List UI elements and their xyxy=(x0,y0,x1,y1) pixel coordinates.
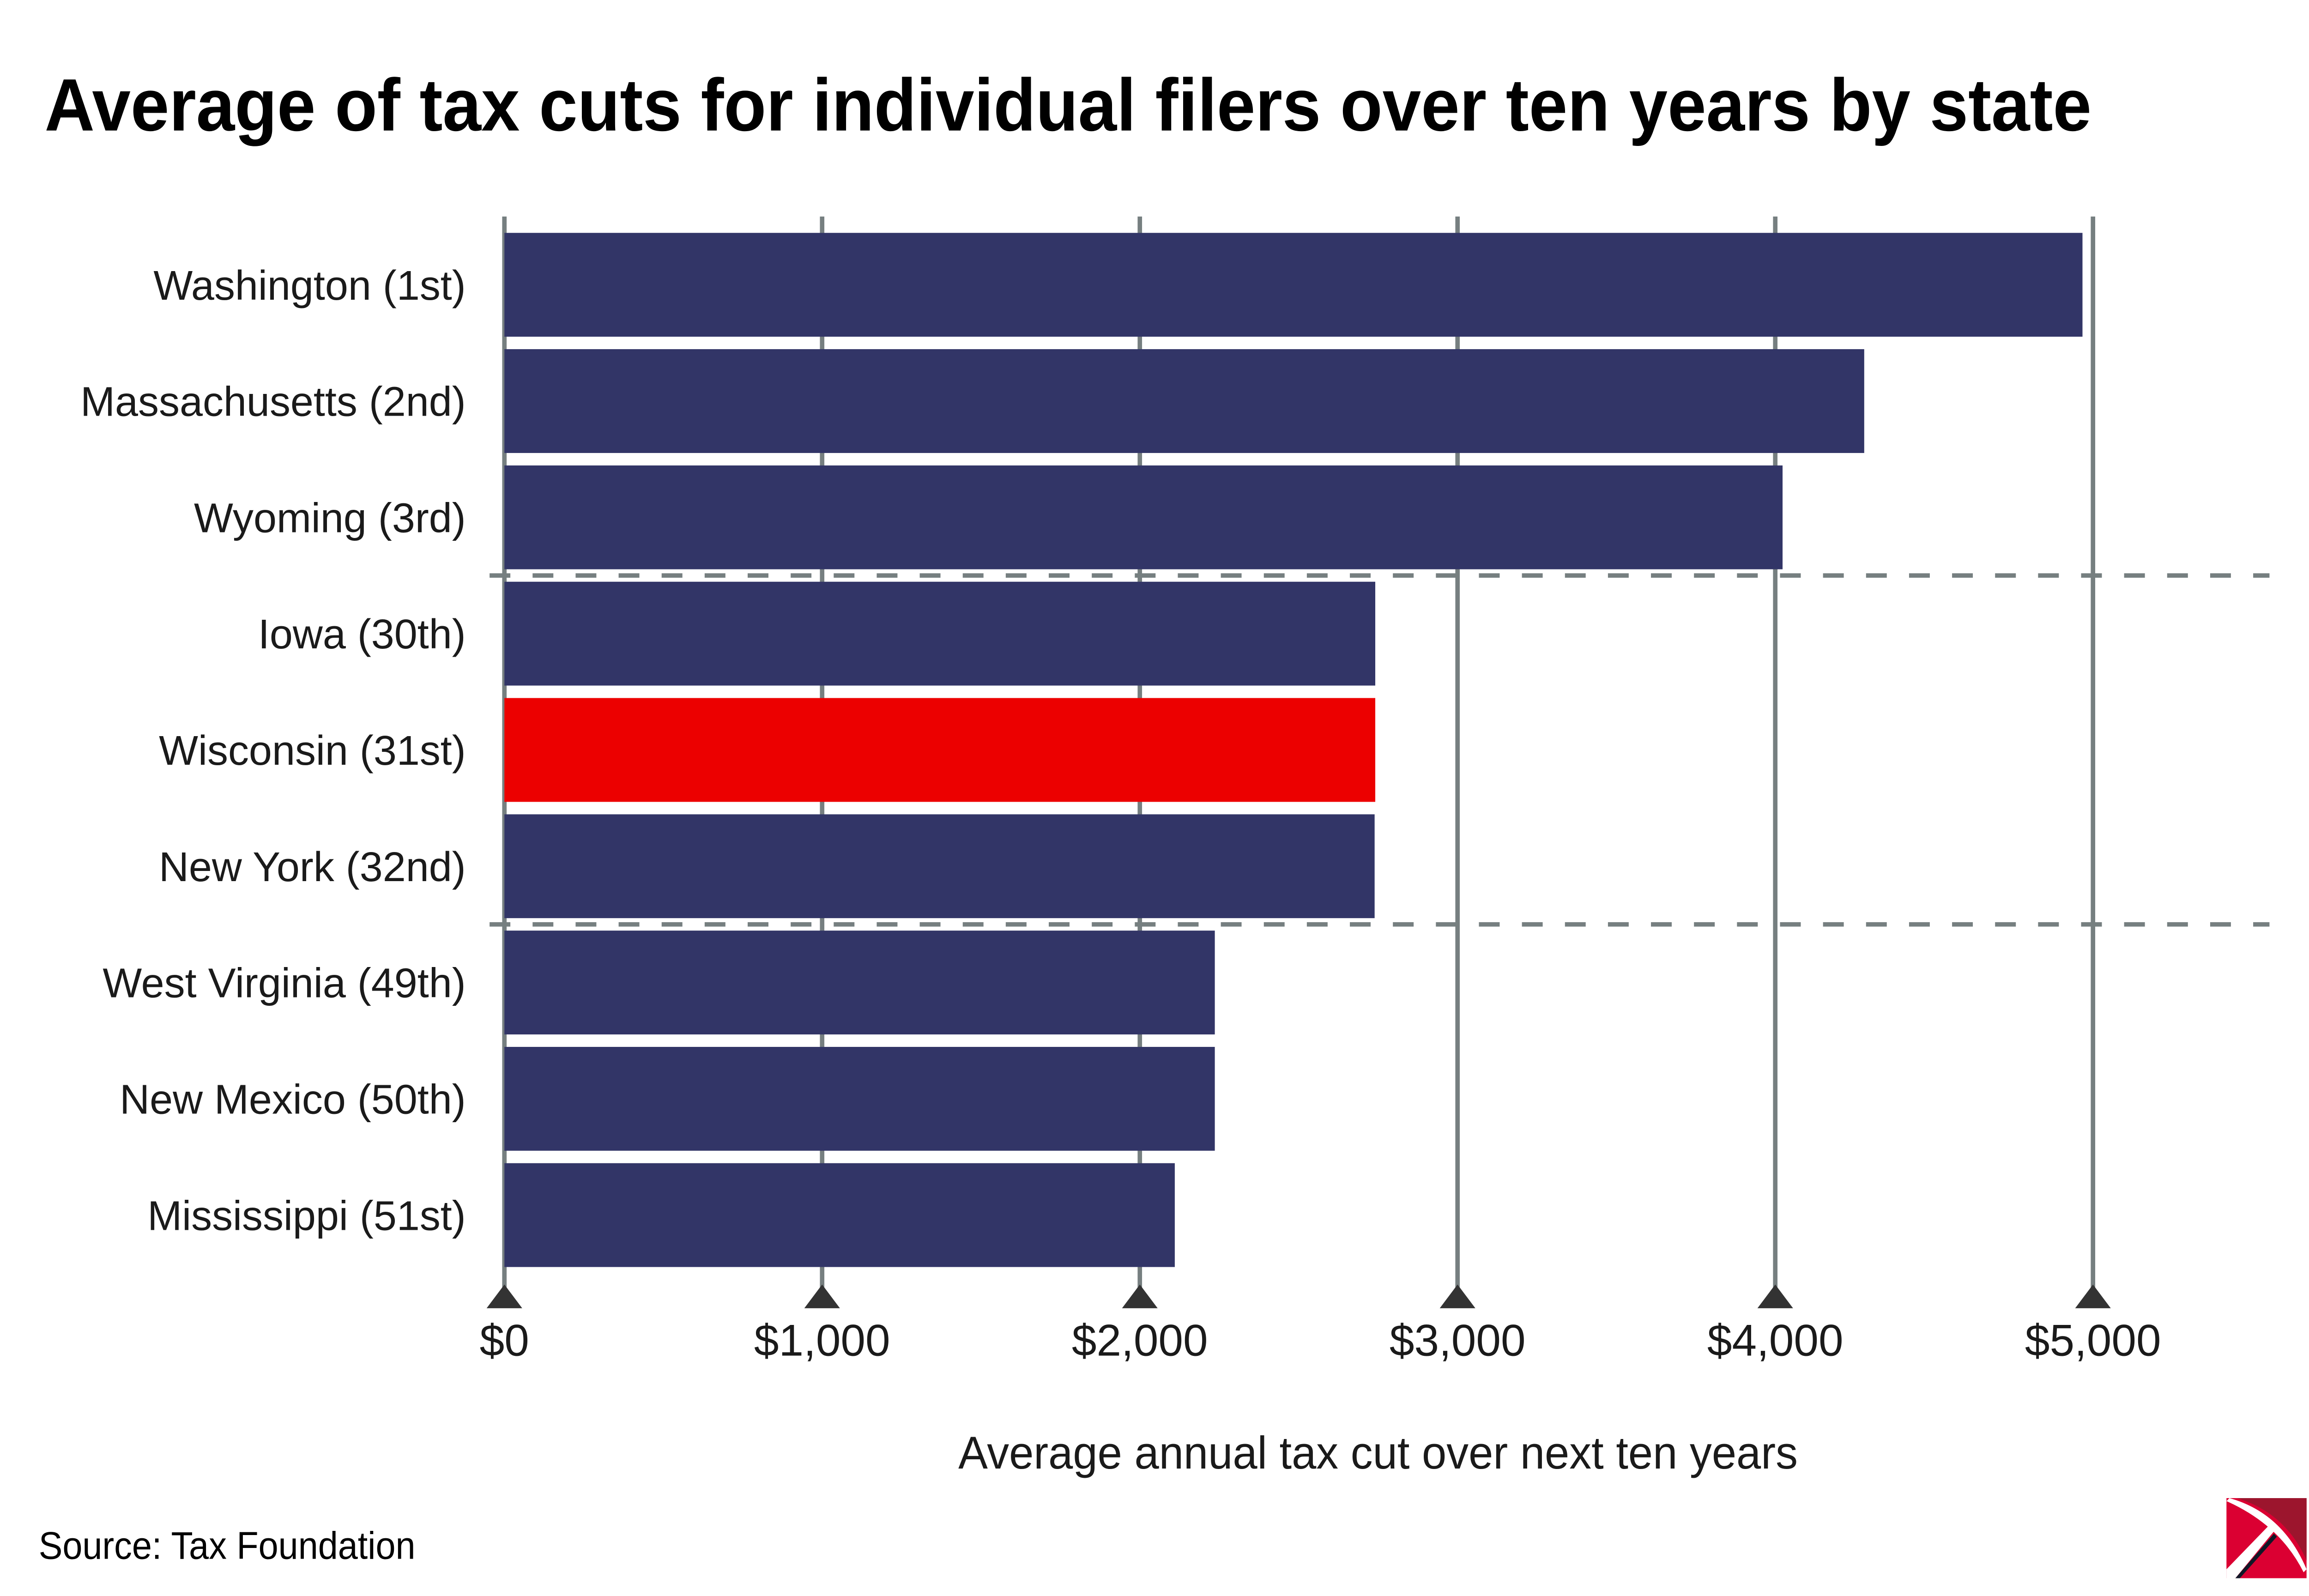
category-label: Washington (1st) xyxy=(153,263,465,309)
x-tick-label: $4,000 xyxy=(1707,1316,1844,1366)
bar xyxy=(504,233,2083,337)
source-note: Source: Tax Foundation xyxy=(39,1524,416,1567)
tick-marker-icon xyxy=(1439,1284,1475,1308)
x-tick-label: $3,000 xyxy=(1390,1316,1526,1366)
bar xyxy=(504,814,1375,919)
bar xyxy=(504,349,1864,453)
tax-foundation-logo xyxy=(2226,1498,2307,1578)
category-label: Iowa (30th) xyxy=(258,611,466,658)
bars xyxy=(504,233,2083,1267)
bar xyxy=(504,931,1215,1034)
bar xyxy=(504,1163,1175,1267)
x-tick-labels: $0 $1,000 $2,000 $3,000 $4,000 $5,000 xyxy=(480,1316,2161,1366)
x-tick-label: $1,000 xyxy=(754,1316,890,1366)
category-label: New York (32nd) xyxy=(159,844,466,890)
x-tick-label: $5,000 xyxy=(2025,1316,2161,1366)
x-tick-label: $2,000 xyxy=(1072,1316,1208,1366)
tick-marker-icon xyxy=(486,1284,522,1308)
category-label: Wisconsin (31st) xyxy=(159,728,466,774)
tick-marker-icon xyxy=(2075,1284,2111,1308)
x-tick-label: $0 xyxy=(480,1316,529,1366)
bar xyxy=(504,1046,1215,1151)
category-label: New Mexico (50th) xyxy=(120,1076,466,1123)
bar xyxy=(504,698,1376,802)
bar xyxy=(504,581,1376,686)
tick-marker-icon xyxy=(1757,1284,1793,1308)
category-label: Massachusetts (2nd) xyxy=(80,379,466,425)
category-label: West Virginia (49th) xyxy=(103,961,465,1007)
category-labels: Washington (1st) Massachusetts (2nd) Wyomi… xyxy=(80,263,466,1239)
category-label: Mississippi (51st) xyxy=(147,1193,466,1239)
tick-marker-icon xyxy=(804,1284,840,1308)
category-label: Wyoming (3rd) xyxy=(194,495,466,541)
bar xyxy=(504,465,1783,569)
chart-title: Average of tax cuts for individual filer… xyxy=(45,64,2091,147)
tick-marker-icon xyxy=(1122,1284,1158,1308)
x-axis-label: Average annual tax cut over next ten yea… xyxy=(958,1427,1798,1479)
